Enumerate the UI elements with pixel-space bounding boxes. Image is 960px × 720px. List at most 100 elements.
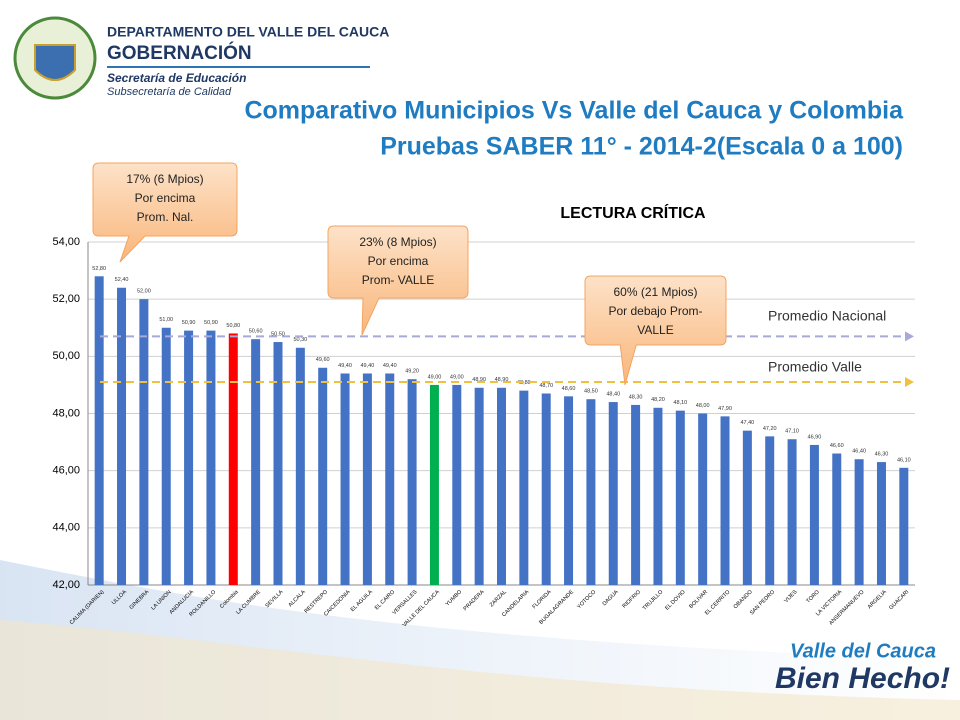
x-tick-label: EL CAIRO: [374, 589, 397, 612]
bar: [765, 436, 775, 585]
value-label: 48,30: [629, 394, 643, 400]
bar: [161, 327, 171, 585]
callout-text: 60% (21 Mpios): [613, 285, 697, 299]
header-department: DEPARTAMENTO DEL VALLE DEL CAUCA: [107, 24, 389, 40]
bar: [318, 367, 328, 585]
y-tick-label: 54,00: [52, 236, 80, 248]
x-tick-label: VIJES: [783, 589, 798, 604]
callout: [327, 225, 469, 336]
header-office: GOBERNACIÓN: [107, 42, 252, 64]
y-tick-label: 42,00: [52, 579, 80, 591]
value-label: 48,90: [472, 377, 486, 383]
x-tick-label: PRADERA: [463, 589, 486, 612]
value-label: 48,40: [606, 392, 620, 398]
bar: [564, 396, 574, 585]
header-secretary: Secretaría de Educación: [107, 71, 246, 85]
value-label: 49,00: [450, 374, 464, 380]
reference-label: Promedio Valle: [768, 359, 862, 375]
slide-title: Comparativo Municipios Vs Valle del Cauc…: [244, 97, 904, 125]
value-label: 48,50: [584, 389, 598, 395]
value-label: 48,80: [517, 380, 531, 386]
x-tick-label: DAGUA: [602, 589, 620, 607]
y-tick-label: 44,00: [52, 522, 80, 534]
reference-arrow: [905, 331, 914, 342]
value-label: 48,90: [495, 377, 509, 383]
value-label: 46,90: [808, 434, 822, 440]
value-label: 48,10: [673, 400, 687, 406]
value-label: 49,40: [383, 363, 397, 369]
value-label: 52,80: [92, 266, 106, 272]
bar: [429, 384, 439, 585]
bar: [698, 413, 708, 585]
callout-text: Por debajo Prom-: [608, 304, 702, 318]
x-tick-label: OBANDO: [733, 589, 755, 611]
bar: [385, 373, 395, 585]
value-label: 47,20: [763, 426, 777, 432]
bar: [273, 342, 283, 585]
logo-text: Bien Hecho!: [775, 662, 950, 695]
value-label: 49,40: [338, 363, 352, 369]
value-label: 49,60: [316, 357, 330, 363]
bar: [899, 467, 909, 585]
bar: [832, 453, 842, 585]
bar: [452, 384, 462, 585]
x-tick-label: EL DOVIO: [664, 589, 687, 612]
value-label: 50,80: [226, 323, 240, 329]
y-tick-label: 48,00: [52, 407, 80, 419]
bar: [340, 373, 350, 585]
bar: [720, 416, 730, 585]
bar: [184, 330, 194, 585]
bar: [742, 430, 752, 585]
value-label: 50,90: [204, 320, 218, 326]
value-label: 52,00: [137, 289, 151, 295]
x-tick-label: ALCALA: [288, 589, 307, 608]
value-label: 50,90: [182, 320, 196, 326]
value-label: 46,30: [875, 452, 889, 458]
value-label: 47,90: [718, 406, 732, 412]
callout-text: Prom. Nal.: [137, 210, 194, 224]
callout: [92, 162, 238, 263]
bar: [206, 330, 216, 585]
reference-label: Promedio Nacional: [768, 308, 886, 324]
bar: [586, 399, 596, 585]
callout-text: Por encima: [368, 254, 429, 268]
chart-title: LECTURA CRÍTICA: [560, 203, 706, 222]
callout-text: 23% (8 Mpios): [359, 235, 436, 249]
bar: [474, 387, 484, 585]
bar: [295, 347, 305, 585]
x-tick-label: FLORIDA: [532, 589, 553, 610]
coat-of-arms: [34, 44, 76, 81]
header-subsecretary: Subsecretaría de Calidad: [107, 86, 232, 98]
bar: [854, 459, 864, 585]
value-label: 46,10: [897, 457, 911, 463]
bar: [519, 390, 529, 585]
value-label: 48,00: [696, 403, 710, 409]
value-label: 50,60: [249, 329, 263, 335]
x-tick-label: YUMBO: [445, 589, 464, 608]
x-tick-label: EL AGUILA: [350, 589, 374, 613]
value-label: 48,60: [562, 386, 576, 392]
x-tick-label: GUACARI: [888, 589, 910, 611]
bar: [362, 373, 372, 585]
logo-text: Valle del Cauca: [790, 640, 936, 662]
x-tick-label: TRUJILLO: [642, 589, 665, 612]
value-label: 49,40: [361, 363, 375, 369]
bar: [631, 404, 641, 585]
value-label: 46,40: [852, 449, 866, 455]
bar: [94, 276, 104, 585]
bar: [139, 299, 149, 585]
y-tick-label: 52,00: [52, 293, 80, 305]
bar: [787, 439, 797, 585]
x-tick-label: ARGELIA: [867, 589, 888, 610]
value-label: 50,50: [271, 331, 285, 337]
callout-text: VALLE: [637, 323, 673, 337]
bar: [675, 410, 685, 585]
x-tick-label: SEVILLA: [264, 589, 284, 609]
bar: [876, 462, 886, 585]
reference-arrow: [905, 377, 914, 388]
value-label: 48,70: [539, 383, 553, 389]
x-tick-label: YOTOCO: [576, 589, 598, 611]
x-tick-label: ZARZAL: [489, 589, 508, 608]
value-label: 49,00: [428, 374, 442, 380]
